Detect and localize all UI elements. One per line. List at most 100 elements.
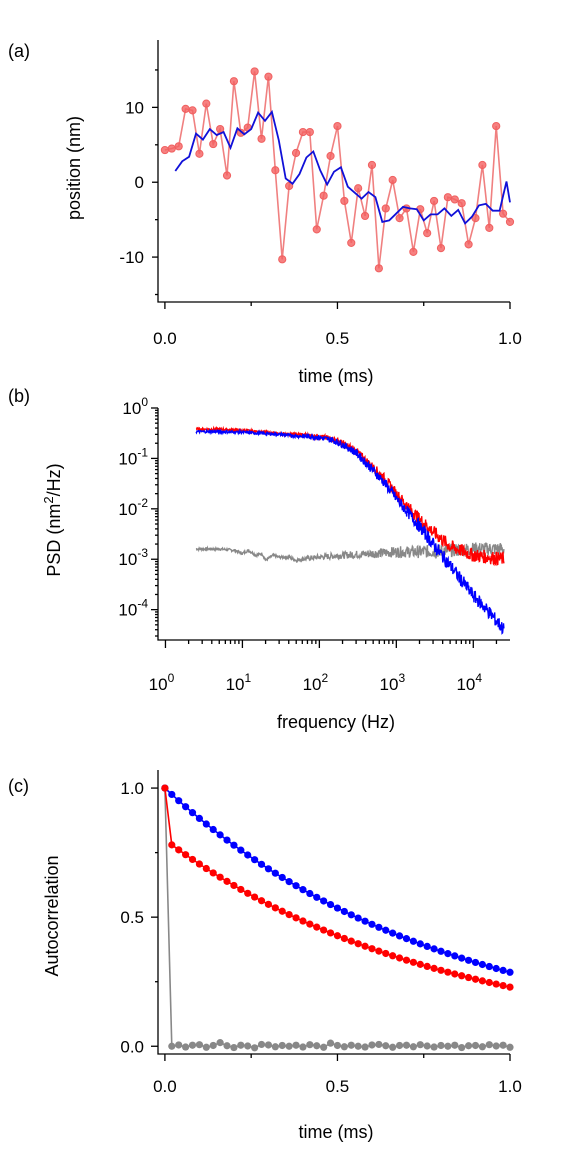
acf-point	[499, 1041, 507, 1049]
acf-point	[313, 1042, 321, 1050]
acf-point	[278, 1041, 286, 1050]
data-point	[319, 191, 328, 200]
acf-point	[409, 937, 417, 945]
acf-point	[175, 846, 183, 854]
panel-a-label: (a)	[8, 41, 30, 61]
acf-point	[271, 904, 279, 912]
acf-point	[251, 893, 259, 901]
acf-point	[382, 949, 390, 958]
acf-point	[326, 929, 335, 937]
acf-point	[478, 977, 486, 985]
xtick-label: 0.0	[153, 1077, 177, 1096]
acf-point	[458, 954, 466, 962]
ytick-exponent: -1	[137, 445, 148, 459]
acf-point	[354, 1042, 362, 1050]
data-point	[298, 127, 308, 137]
ytick-label: 10-4	[118, 597, 148, 620]
ytick-base: 10	[118, 500, 137, 519]
ytick-label: 10-1	[118, 445, 148, 468]
data-point	[340, 196, 349, 206]
data-point	[505, 217, 515, 227]
acf-point	[223, 1042, 231, 1050]
acf-point	[223, 836, 231, 844]
data-point	[305, 127, 314, 137]
acf-point	[485, 1041, 493, 1049]
acf-point	[451, 970, 459, 978]
acf-point	[299, 1043, 307, 1051]
acf-point	[209, 1041, 217, 1050]
acf-point	[437, 966, 445, 974]
acf-point	[389, 952, 397, 960]
acf-point	[423, 942, 431, 951]
xtick-label: 1.0	[498, 1077, 522, 1096]
data-point	[222, 171, 232, 180]
panel-b-xticks: 100 101 102 103 104	[149, 640, 498, 694]
acf-point	[506, 983, 514, 991]
acf-point	[202, 820, 210, 828]
acf-point	[237, 885, 245, 894]
data-point	[326, 151, 335, 161]
acf-point	[340, 907, 348, 916]
acf-point	[223, 877, 231, 885]
acf-point	[485, 962, 493, 971]
acf-point	[188, 1041, 197, 1049]
acf-point	[409, 1043, 417, 1051]
data-point	[423, 229, 432, 238]
panel-a: (a) -10 0 10 0.0 0.5 1.0 position (nm) time …	[8, 40, 522, 386]
panel-b-ylabel: PSD (nm2/Hz)	[41, 463, 64, 576]
ytick-label: 0	[135, 173, 144, 192]
psd-series-0	[195, 425, 505, 567]
data-point	[236, 128, 245, 137]
acf-point	[257, 1040, 266, 1049]
panel-a-axes	[157, 40, 510, 303]
data-point	[367, 160, 377, 170]
panel-b-ylabel-sup: 2	[41, 496, 56, 503]
xtick-label: 103	[380, 671, 406, 694]
acf-point	[506, 968, 514, 976]
ytick-exponent: 0	[141, 395, 148, 409]
data-point	[381, 204, 390, 213]
panel-c-xticks: 0.0 0.5 1.0	[153, 1054, 522, 1096]
acf-point	[188, 855, 197, 864]
acf-point	[257, 897, 266, 905]
acf-point	[168, 790, 176, 799]
acf-point	[430, 964, 438, 972]
ytick-base: 10	[118, 449, 137, 468]
acf-point	[347, 911, 355, 919]
acf-point	[458, 972, 466, 980]
xtick-base: 10	[303, 675, 322, 694]
acf-point	[285, 1042, 293, 1050]
data-point	[388, 175, 397, 185]
ytick-label: -10	[119, 248, 144, 267]
data-point	[429, 196, 439, 206]
data-point	[409, 247, 418, 256]
acf-point	[320, 926, 328, 934]
xtick-base: 10	[380, 675, 399, 694]
data-point	[167, 144, 176, 153]
xtick-exponent: 4	[475, 671, 482, 685]
data-point	[285, 181, 294, 191]
ytick-label: 0.0	[120, 1037, 144, 1056]
acf-point	[368, 945, 376, 953]
xtick-label: 0.5	[326, 329, 350, 348]
panel-b-series	[195, 425, 505, 635]
panel-c-series	[161, 784, 514, 1052]
data-point	[160, 145, 170, 155]
acf-point	[271, 869, 279, 877]
acf-point	[347, 937, 355, 945]
acf-point	[375, 1040, 383, 1049]
panel-c-ylabel: Autocorrelation	[42, 855, 62, 976]
acf-point	[368, 920, 376, 928]
panel-c-yticks: 0.0 0.5 1.0	[120, 779, 158, 1056]
acf-point	[478, 1043, 486, 1051]
acf-point	[333, 1041, 342, 1050]
acf-point	[237, 846, 245, 854]
acf-point	[230, 881, 238, 890]
xtick-label: 100	[149, 671, 175, 694]
acf-point	[471, 1041, 480, 1050]
data-point	[492, 121, 501, 131]
data-point	[395, 214, 404, 223]
acf-point	[492, 980, 500, 988]
